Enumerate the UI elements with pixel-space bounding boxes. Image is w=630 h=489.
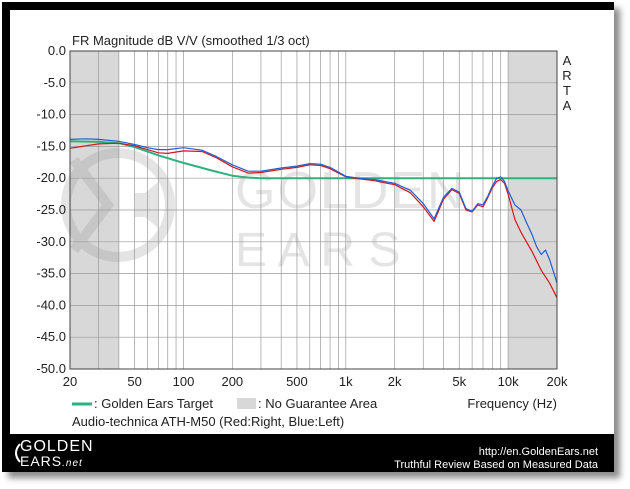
y-tick-label: -30.0: [36, 234, 66, 249]
x-tick-label: 1k: [339, 374, 353, 389]
side-label-letter: A: [563, 53, 572, 68]
x-tick-label: 20: [63, 374, 77, 389]
y-tick-label: -20.0: [36, 170, 66, 185]
chart-frame: GOLDEN E A R S 0.0 -5.0 -10.0 -15.0 -20.0 -25…: [2, 2, 614, 472]
side-label-letter: T: [563, 83, 571, 98]
footer-brand: GOLDEN EARS.net: [20, 438, 94, 471]
footer-bar: GOLDEN EARS.net http://en.GoldenEars.net…: [10, 434, 614, 472]
x-tick-label: 2k: [388, 374, 402, 389]
x-tick-label: 200: [221, 374, 243, 389]
watermark-text-ears: E A R S: [235, 224, 400, 277]
footer-brand-line1: GOLDEN: [20, 438, 94, 455]
x-axis-label: Frequency (Hz): [467, 396, 557, 411]
chart-title: FR Magnitude dB V/V (smoothed 1/3 oct): [72, 33, 310, 48]
x-tick-label: 100: [173, 374, 195, 389]
footer-url: http://en.GoldenEars.net: [478, 446, 598, 458]
legend-shade-swatch: [237, 398, 256, 409]
frequency-response-chart: GOLDEN E A R S 0.0-5.0-10.0-15.0-20.0-25…: [36, 33, 572, 429]
x-tick-label: 5k: [452, 374, 466, 389]
chart-caption: Audio-technica ATH-M50 (Red:Right, Blue:…: [72, 414, 344, 429]
footer-info: http://en.GoldenEars.net Truthful Review…: [394, 446, 598, 472]
x-tick-label: 500: [286, 374, 308, 389]
legend-target-label: : Golden Ears Target: [94, 396, 213, 411]
y-tick-label: 0.0: [48, 43, 66, 58]
plot-border: [69, 50, 558, 370]
y-tick-label: -15.0: [36, 138, 66, 153]
x-tick-label: 20k: [547, 374, 568, 389]
legend-shade-label: : No Guarantee Area: [258, 396, 378, 411]
y-tick-label: -45.0: [36, 329, 66, 344]
legend: : Golden Ears Target : No Guarantee Area: [72, 396, 378, 411]
y-tick-label: -5.0: [44, 75, 66, 90]
golden-ears-logo-icon: [15, 443, 21, 463]
y-tick-label: -50.0: [36, 361, 66, 376]
series-golden-ears-target-line: [69, 140, 557, 180]
x-tick-label: 10k: [498, 374, 519, 389]
watermark-logo-mark: [61, 148, 175, 262]
x-tick-label: 50: [127, 374, 141, 389]
chart-panel: GOLDEN E A R S 0.0 -5.0 -10.0 -15.0 -20.0 -25…: [10, 10, 614, 434]
side-label-letter: R: [562, 68, 571, 83]
footer-tagline: Truthful Review Based on Measured Data: [394, 459, 598, 471]
series-left-line: [69, 138, 558, 284]
footer-brand-line2: EARS: [20, 453, 63, 469]
side-label-letter: A: [563, 98, 572, 113]
footer-brand-suffix: .net: [62, 458, 83, 469]
y-tick-label: -10.0: [36, 107, 66, 122]
y-tick-label: -40.0: [36, 297, 66, 312]
series-right-line: [69, 142, 558, 299]
y-tick-label: -25.0: [36, 202, 66, 217]
y-tick-label: -35.0: [36, 266, 66, 281]
